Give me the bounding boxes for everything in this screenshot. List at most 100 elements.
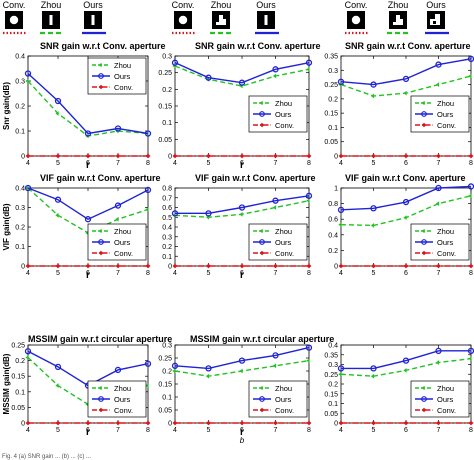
- y-tick-label: 0.2: [15, 104, 25, 111]
- x-tick-label: 4: [26, 160, 30, 167]
- x-tick-label: 6: [404, 427, 408, 434]
- data-point: [468, 420, 474, 426]
- x-tick-label: 4: [173, 270, 177, 277]
- x-tick-label: 6: [240, 427, 244, 434]
- data-point: [239, 153, 245, 159]
- data-point: [144, 130, 152, 137]
- data-point: [54, 363, 62, 370]
- data-point: [305, 59, 313, 66]
- data-point: [25, 78, 29, 84]
- y-tick-label: 0.25: [324, 372, 338, 379]
- data-point: [435, 347, 442, 355]
- legend-marker: [421, 122, 427, 128]
- x-axis-label: r: [86, 427, 90, 438]
- data-point: [272, 73, 277, 79]
- data-point: [402, 357, 410, 364]
- data-point: [370, 365, 377, 372]
- y-tick-label: 0.7: [162, 195, 172, 202]
- data-point: [145, 207, 149, 212]
- y-tick-label: 0.2: [328, 382, 338, 389]
- data-point: [55, 111, 59, 116]
- y-tick-label: 0.3: [162, 343, 172, 350]
- aperture-disc: [9, 15, 19, 25]
- data-point: [337, 365, 345, 372]
- legend-marker: [98, 250, 104, 256]
- x-tick-label: 8: [469, 160, 473, 167]
- y-tick-label: 0.2: [328, 96, 338, 103]
- series-line: [340, 58, 472, 86]
- data-point: [306, 153, 312, 159]
- x-tick-label: 6: [240, 160, 244, 167]
- data-point: [370, 81, 377, 88]
- data-point: [306, 420, 312, 426]
- data-point: [115, 153, 121, 159]
- legend-marker: [98, 385, 102, 391]
- data-point: [272, 66, 279, 73]
- legend-marker: [98, 239, 104, 245]
- y-tick-label: 0.2: [162, 369, 172, 376]
- legend-marker: [259, 228, 263, 234]
- data-point: [114, 125, 122, 132]
- legend-label: Zhou: [114, 61, 131, 70]
- data-point: [435, 360, 440, 365]
- data-point: [338, 371, 342, 377]
- y-tick-label: 0.1: [162, 254, 172, 261]
- x-tick-label: 5: [207, 160, 211, 167]
- data-point: [85, 420, 91, 426]
- data-point: [436, 263, 441, 269]
- data-point: [273, 263, 278, 269]
- data-point: [468, 263, 474, 269]
- data-point: [338, 222, 342, 228]
- data-point: [272, 363, 277, 369]
- data-point: [115, 216, 119, 222]
- data-point: [403, 90, 407, 96]
- data-point: [371, 420, 376, 426]
- y-tick-label: 0.05: [324, 411, 338, 418]
- x-tick-label: 5: [372, 270, 376, 277]
- data-point: [338, 263, 344, 269]
- data-point: [172, 263, 178, 269]
- data-point: [25, 263, 31, 269]
- data-point: [402, 198, 410, 206]
- x-tick-label: 7: [116, 160, 120, 167]
- legend-label: Zhou: [437, 384, 454, 393]
- aperture-block: [219, 19, 226, 25]
- legend-label: Zhou: [275, 99, 292, 108]
- figure-caption: Fig. 4 (a) SNR gain ... (b) ... (c) ...: [2, 454, 91, 460]
- y-tick-label: 0.3: [162, 234, 172, 241]
- data-point: [273, 420, 278, 426]
- data-point: [172, 420, 178, 426]
- x-tick-label: 5: [372, 160, 376, 167]
- x-tick-label: 8: [146, 427, 150, 434]
- x-axis-label: r: [240, 427, 244, 438]
- series-line: [27, 187, 149, 220]
- data-point: [306, 66, 310, 72]
- data-point: [24, 184, 32, 192]
- series-line: [341, 350, 471, 370]
- y-axis-label: MSSIM gain(dB): [2, 353, 11, 414]
- x-tick-label: 5: [56, 270, 60, 277]
- data-point: [25, 420, 31, 426]
- y-tick-label: 0.8: [162, 186, 172, 193]
- legend-marker: [98, 73, 104, 79]
- aperture-block: [396, 15, 400, 19]
- data-point: [337, 78, 345, 85]
- y-tick-label: 0.1: [15, 389, 25, 396]
- data-point: [272, 197, 279, 204]
- data-point: [435, 184, 442, 192]
- data-point: [205, 210, 212, 217]
- x-tick-label: 5: [207, 270, 211, 277]
- legend-label: Zhou: [114, 227, 131, 236]
- data-point: [435, 201, 440, 206]
- x-tick-label: 5: [372, 427, 376, 434]
- legend-label: Ours: [114, 395, 131, 404]
- y-tick-label: 0: [168, 421, 172, 428]
- x-tick-label: 6: [404, 160, 408, 167]
- data-point: [54, 97, 62, 105]
- legend-label: Conv.: [437, 249, 456, 258]
- data-point: [171, 210, 179, 217]
- data-point: [55, 383, 59, 388]
- data-point: [370, 205, 377, 212]
- data-point: [370, 223, 375, 228]
- legend-marker: [421, 100, 425, 106]
